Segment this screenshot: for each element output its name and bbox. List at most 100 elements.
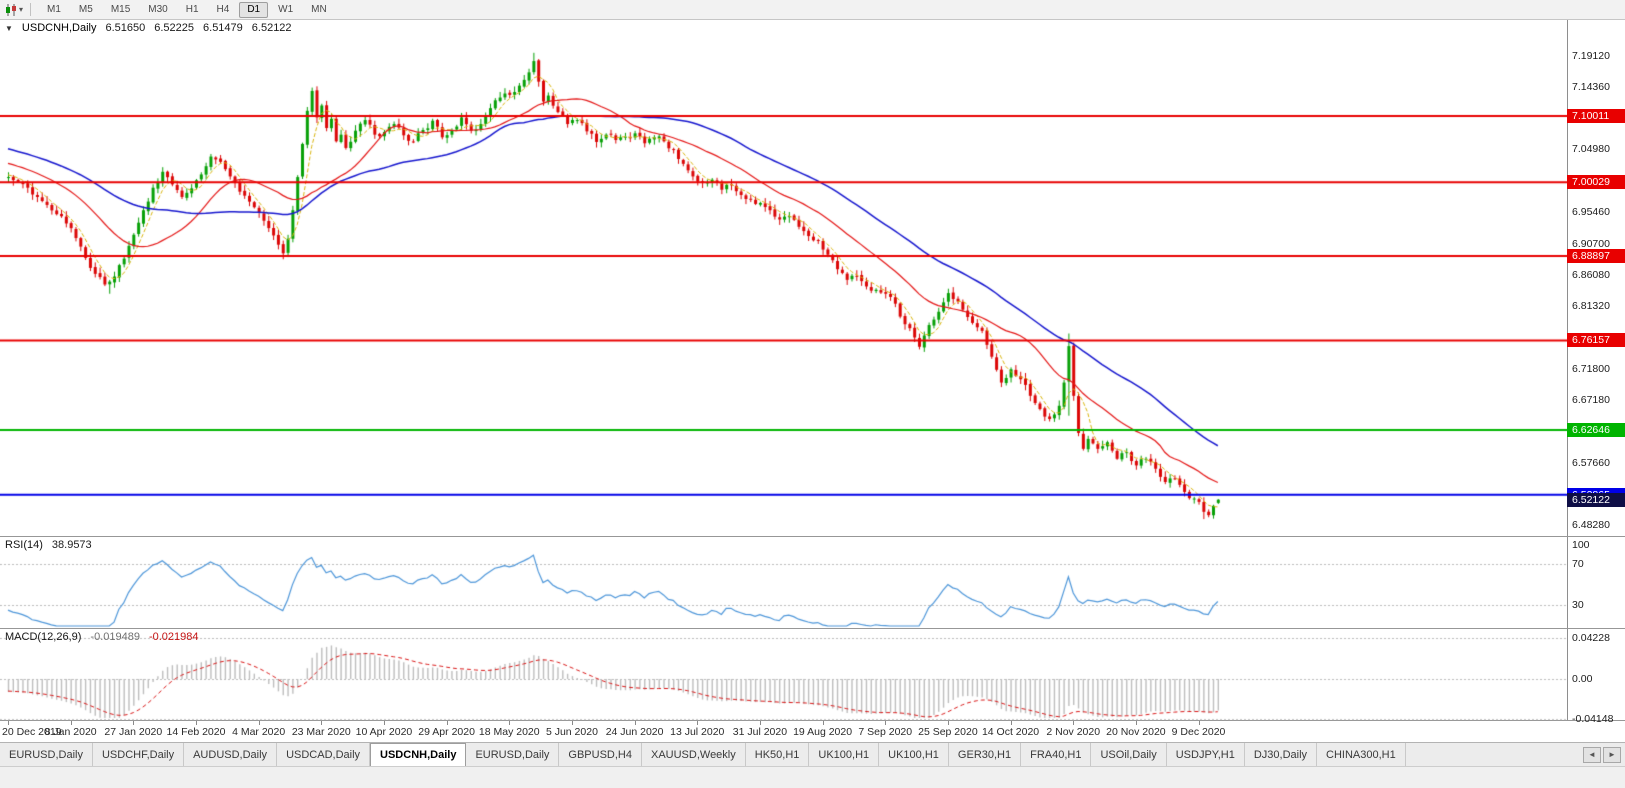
date-axis-label: 23 Mar 2020 <box>291 726 351 738</box>
rsi-axis-tick: 30 <box>1572 599 1584 612</box>
date-axis-label: 27 Jan 2020 <box>104 726 163 738</box>
chart-tab-bar: EURUSD,Daily USDCHF,Daily AUDUSD,Daily USDC… <box>0 742 1625 766</box>
chart-tab-usdcad-daily[interactable]: USDCAD,Daily <box>277 743 371 766</box>
chart-tab-usdchf-daily[interactable]: USDCHF,Daily <box>92 743 185 766</box>
date-axis-label: 5 Jun 2020 <box>545 726 598 738</box>
chart-tab-ger30-h1[interactable]: GER30,H1 <box>948 743 1022 766</box>
tab-scroll-controls: ◄ ► <box>1579 743 1625 766</box>
chart-tab-uk100-h1[interactable]: UK100,H1 <box>809 743 880 766</box>
status-bar <box>0 766 1625 788</box>
timeframe-button-d1[interactable]: D1 <box>239 1 269 18</box>
price-axis-tick: 6.67180 <box>1572 393 1610 406</box>
chart-tab-usdcnh-daily[interactable]: USDCNH,Daily <box>370 743 467 766</box>
date-tick-mark <box>1010 721 1012 725</box>
macd-canvas[interactable] <box>0 629 1567 721</box>
high-value: 6.52225 <box>154 22 195 34</box>
date-tick-mark <box>383 721 385 725</box>
price-level-badge: 6.76157 <box>1567 333 1625 348</box>
date-axis-label: 14 Feb 2020 <box>166 726 226 738</box>
date-axis-label: 31 Jul 2020 <box>732 726 788 738</box>
date-axis-label: 20 Dec 2019 <box>2 726 62 738</box>
chart-type-caret-icon[interactable]: ▾ <box>19 5 24 14</box>
chart-tab-dj30-daily[interactable]: DJ30,Daily <box>1244 743 1318 766</box>
price-axis-tick: 6.86080 <box>1572 268 1610 281</box>
macd-main-value: -0.019489 <box>90 631 140 643</box>
date-tick-mark <box>446 721 448 725</box>
date-axis-label: 7 Sep 2020 <box>858 726 913 738</box>
price-axis-tick: 6.57660 <box>1572 457 1610 470</box>
symbol-timeframe-label: USDCNH,Daily <box>21 22 97 34</box>
chart-tab-usdjpy-h1[interactable]: USDJPY,H1 <box>1166 743 1245 766</box>
rsi-header: RSI(14) 38.9573 <box>5 539 92 551</box>
open-value: 6.51650 <box>105 22 146 34</box>
date-axis-label: 2 Nov 2020 <box>1046 726 1101 738</box>
chart-tab-xauusd-weekly[interactable]: XAUUSD,Weekly <box>641 743 746 766</box>
price-level-badge: 7.10011 <box>1567 109 1625 124</box>
chart-tab-audusd-daily[interactable]: AUDUSD,Daily <box>184 743 278 766</box>
price-axis-tick: 6.71800 <box>1572 363 1610 376</box>
current-price-badge: 6.52122 <box>1567 492 1625 507</box>
date-tick-mark <box>133 721 135 725</box>
chart-tab-eurusd-daily[interactable]: EURUSD,Daily <box>466 743 560 766</box>
date-tick-mark <box>70 721 72 725</box>
rsi-axis-tick: 100 <box>1572 539 1590 551</box>
rsi-canvas[interactable] <box>0 537 1567 629</box>
timeframe-button-m30[interactable]: M30 <box>140 2 175 18</box>
chart-tab-usoil-daily[interactable]: USOil,Daily <box>1091 743 1167 766</box>
price-axis-tick: 7.19120 <box>1572 49 1610 62</box>
date-tick-mark <box>947 721 949 725</box>
date-axis-label: 8 Jan 2020 <box>44 726 97 738</box>
macd-indicator-panel: MACD(12,26,9) -0.019489 -0.021984 0.0422… <box>0 629 1625 725</box>
date-tick-mark <box>195 721 197 725</box>
macd-axis-tick: 0.00 <box>1572 673 1593 685</box>
date-tick-mark <box>1198 721 1200 725</box>
timeframe-button-m1[interactable]: M1 <box>39 2 69 18</box>
collapse-panel-icon[interactable]: ▼ <box>5 23 13 33</box>
rsi-value: 38.9573 <box>51 539 92 551</box>
price-axis-tick: 7.14360 <box>1572 81 1610 94</box>
chart-type-icon[interactable] <box>5 3 18 16</box>
timeframe-button-h1[interactable]: H1 <box>178 2 207 18</box>
price-chart-panel: ▼ USDCNH,Daily 6.51650 6.52225 6.51479 6… <box>0 20 1625 537</box>
chart-tab-uk100-h1[interactable]: UK100,H1 <box>879 743 949 766</box>
rsi-indicator-label: RSI(14) <box>5 539 43 551</box>
tabs-scroll-left-button[interactable]: ◄ <box>1583 746 1601 763</box>
chart-tab-eurusd-daily[interactable]: EURUSD,Daily <box>0 743 93 766</box>
timeframe-button-w1[interactable]: W1 <box>270 2 301 18</box>
low-value: 6.51479 <box>203 22 243 34</box>
timeframe-button-m5[interactable]: M5 <box>71 2 101 18</box>
chart-tab-china300-h1[interactable]: CHINA300,H1 <box>1317 743 1406 766</box>
timeframe-button-m15[interactable]: M15 <box>103 2 138 18</box>
date-tick-mark <box>321 721 323 725</box>
date-axis-label: 9 Dec 2020 <box>1171 726 1226 738</box>
timeframe-buttons: M1 M5 M15 M30 H1 H4 D1 W1 MN <box>38 1 336 18</box>
price-axis-divider <box>1567 20 1568 536</box>
date-tick-mark <box>1073 721 1075 725</box>
time-axis[interactable]: 20 Dec 2019 8 Jan 2020 27 Jan 2020 14 Feb 2… <box>0 721 1625 742</box>
date-tick-mark <box>885 721 887 725</box>
timeframe-button-mn[interactable]: MN <box>303 2 335 18</box>
chart-tab-gbpusd-h4[interactable]: GBPUSD,H4 <box>559 743 642 766</box>
date-tick-mark <box>8 721 9 725</box>
date-tick-mark <box>571 721 573 725</box>
date-tick-mark <box>822 721 824 725</box>
price-axis-tick: 6.95460 <box>1572 206 1610 219</box>
date-tick-mark <box>1135 721 1137 725</box>
price-chart-canvas[interactable] <box>0 20 1567 537</box>
close-value: 6.52122 <box>251 22 292 34</box>
date-axis-label: 19 Aug 2020 <box>793 726 853 738</box>
chart-tab-fra40-h1[interactable]: FRA40,H1 <box>1021 743 1092 766</box>
price-level-badge: 6.62646 <box>1567 422 1625 437</box>
price-axis-tick: 6.48280 <box>1572 519 1610 532</box>
chart-tab-hk50-h1[interactable]: HK50,H1 <box>745 743 810 766</box>
chart-tab-list: EURUSD,Daily USDCHF,Daily AUDUSD,Daily USDC… <box>0 743 1579 766</box>
date-axis-label: 13 Jul 2020 <box>670 726 725 738</box>
date-tick-mark <box>697 721 699 725</box>
timeframe-button-h4[interactable]: H4 <box>209 2 238 18</box>
date-axis-label: 25 Sep 2020 <box>918 726 978 738</box>
macd-axis-tick: -0.04148 <box>1572 713 1614 726</box>
macd-signal-value: -0.021984 <box>148 631 199 643</box>
date-tick-mark <box>634 721 636 725</box>
tabs-scroll-right-button[interactable]: ► <box>1603 746 1621 763</box>
macd-header: MACD(12,26,9) -0.019489 -0.021984 <box>5 631 199 643</box>
